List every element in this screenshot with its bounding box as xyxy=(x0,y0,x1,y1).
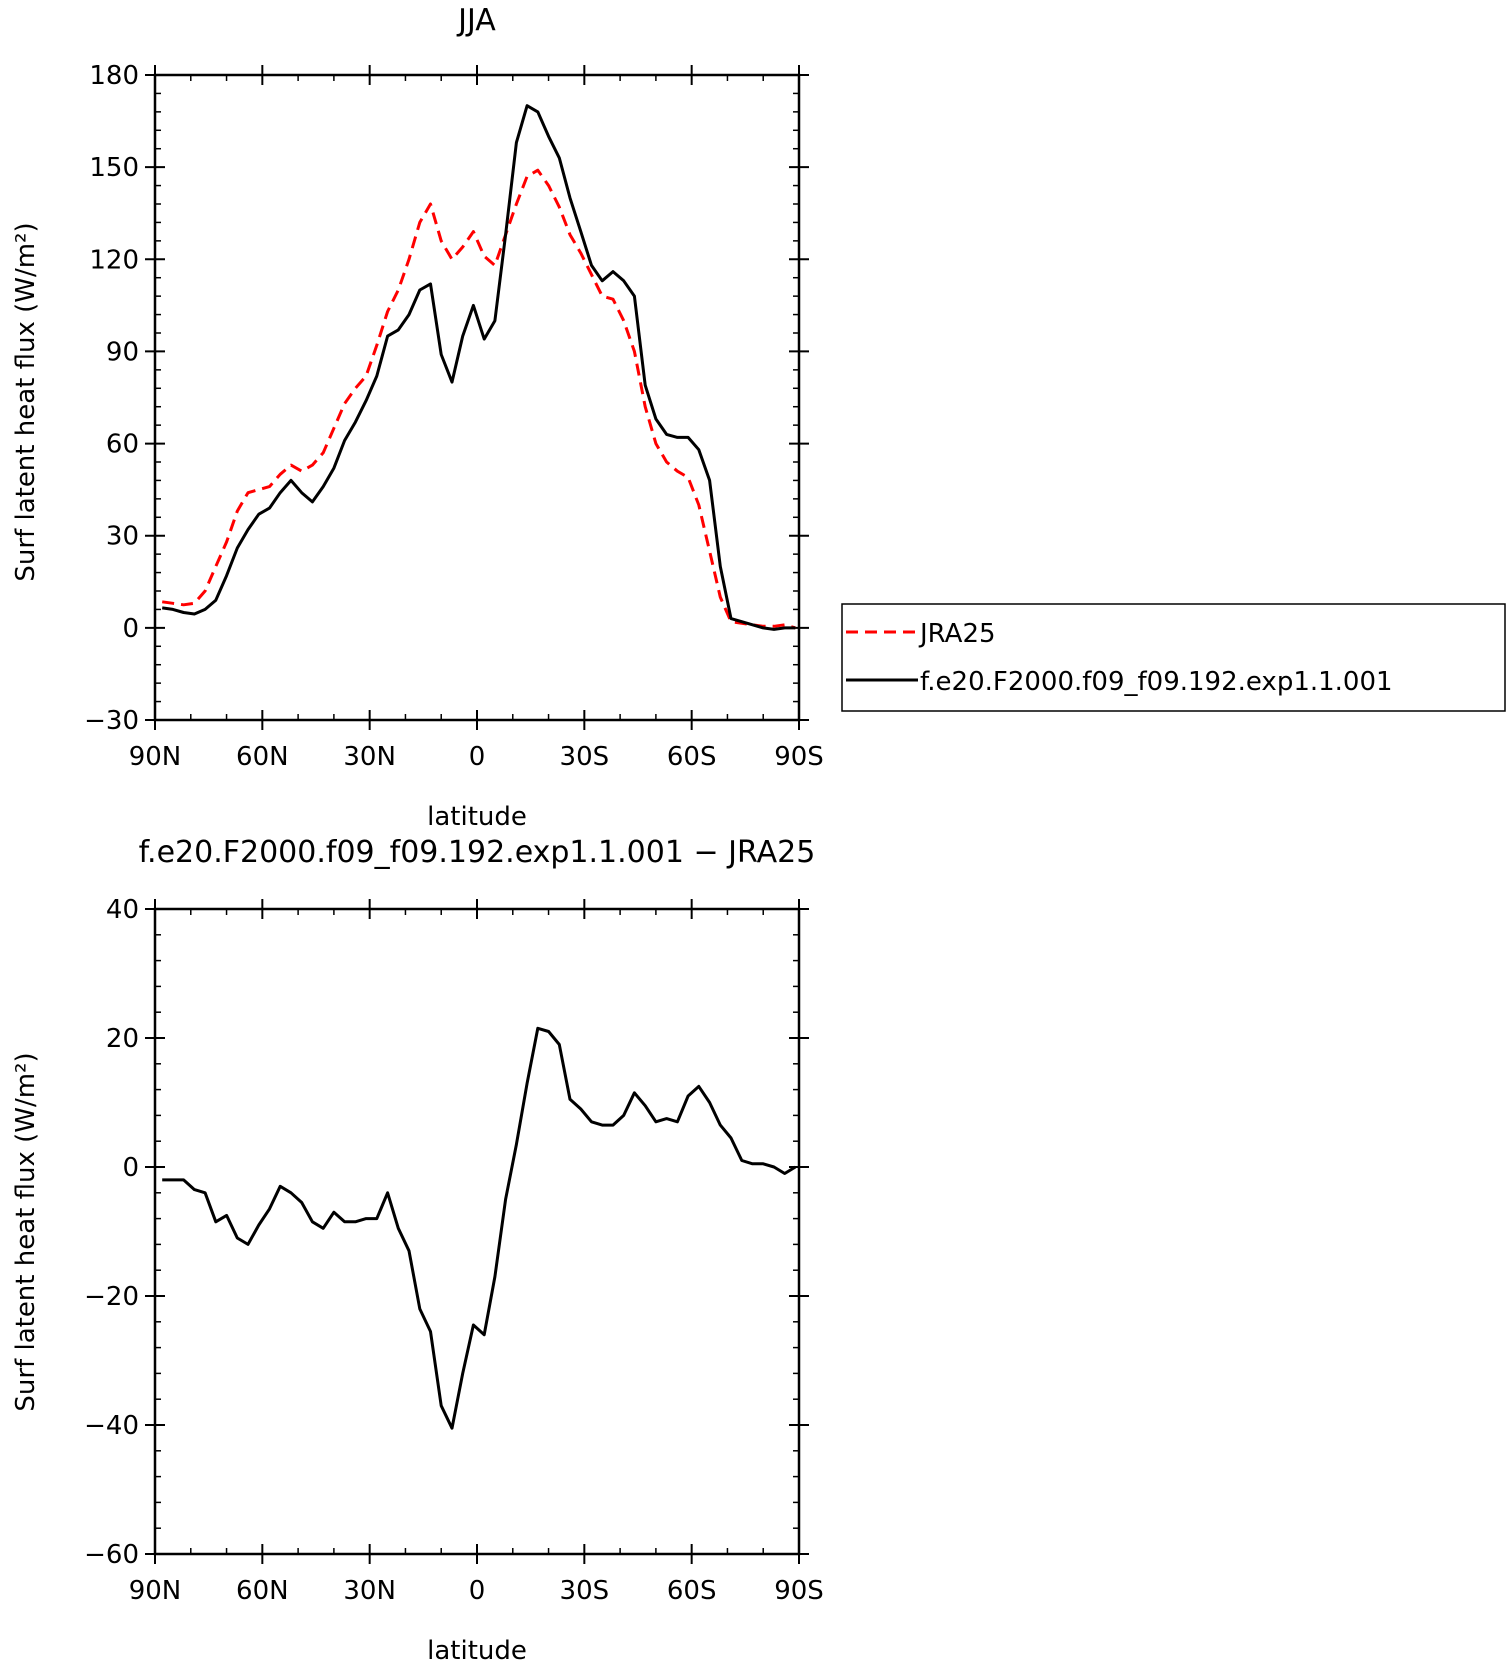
top-chart-y-tick-label: 60 xyxy=(106,430,139,460)
bottom-chart-y-tick-label: 40 xyxy=(106,895,139,925)
bottom-chart-x-tick-label: 0 xyxy=(469,1576,486,1606)
legend-box xyxy=(841,603,1506,712)
top-chart-x-tick-label: 60S xyxy=(667,742,717,772)
top-chart-series-line-f-e20-f2000-f09-f09-192-exp1-1-001 xyxy=(161,104,796,631)
top-chart-y-tick-label: 90 xyxy=(106,337,139,367)
top-chart-x-tick-label: 30N xyxy=(343,742,396,772)
bottom-chart-x-tick-label: 60S xyxy=(667,1576,717,1606)
bottom-chart-tick-marks xyxy=(145,899,809,1564)
top-chart-y-tick-label: 120 xyxy=(89,245,139,275)
bottom-chart-y-tick-label: −20 xyxy=(84,1282,139,1312)
bottom-chart-x-tick-label: 60N xyxy=(236,1576,289,1606)
bottom-chart-x-tick-label: 30S xyxy=(560,1576,610,1606)
top-chart-y-tick-labels: −30 0 30 60 90 120 150 180 xyxy=(84,61,139,736)
top-chart-y-tick-label: 30 xyxy=(106,522,139,552)
top-chart-y-axis-label: Surf latent heat flux (W/m²) xyxy=(11,222,41,581)
top-chart-y-tick-label: 0 xyxy=(122,614,139,644)
bottom-chart-y-tick-label: −60 xyxy=(84,1540,139,1570)
top-chart-x-tick-label: 90N xyxy=(129,742,182,772)
bottom-chart-series xyxy=(162,1026,797,1430)
legend: JRA25 f.e20.F2000.f09_f09.192.exp1.1.001 xyxy=(841,603,1506,712)
top-chart-y-tick-label: 180 xyxy=(89,61,139,91)
bottom-chart-x-tick-labels: 90N 60N 30N 0 30S 60S 90S xyxy=(129,1576,824,1606)
top-chart: JJA Surf latent heat flux (W/m²) latitud… xyxy=(11,3,824,832)
bottom-chart-y-axis-label: Surf latent heat flux (W/m²) xyxy=(11,1052,41,1411)
top-chart-title: JJA xyxy=(456,3,496,38)
top-chart-y-tick-label: 150 xyxy=(89,153,139,183)
bottom-chart-title: f.e20.F2000.f09_f09.192.exp1.1.001 − JRA… xyxy=(139,835,816,870)
bottom-chart: f.e20.F2000.f09_f09.192.exp1.1.001 − JRA… xyxy=(11,835,824,1665)
top-chart-y-tick-label: −30 xyxy=(84,706,139,736)
top-chart-series xyxy=(161,104,796,631)
bottom-chart-y-tick-labels: −60 −40 −20 0 20 40 xyxy=(84,895,139,1570)
top-chart-x-tick-label: 90S xyxy=(774,742,824,772)
top-chart-plot-frame xyxy=(153,73,801,722)
bottom-chart-y-tick-label: 20 xyxy=(106,1024,139,1054)
legend-label-jra25: JRA25 xyxy=(918,619,996,649)
top-chart-x-tick-label: 30S xyxy=(560,742,610,772)
legend-label-model: f.e20.F2000.f09_f09.192.exp1.1.001 xyxy=(920,667,1393,697)
bottom-chart-x-tick-label: 90N xyxy=(129,1576,182,1606)
top-chart-tick-marks xyxy=(145,65,809,730)
bottom-chart-x-axis-label: latitude xyxy=(427,1636,527,1665)
top-chart-series-line-jra25 xyxy=(161,168,796,630)
bottom-chart-y-tick-label: 0 xyxy=(122,1153,139,1183)
bottom-chart-series-line-difference xyxy=(162,1026,797,1430)
top-chart-x-tick-label: 0 xyxy=(469,742,486,772)
bottom-chart-x-tick-label: 30N xyxy=(343,1576,396,1606)
top-chart-x-axis-label: latitude xyxy=(427,802,527,832)
top-chart-x-tick-label: 60N xyxy=(236,742,289,772)
top-chart-x-tick-labels: 90N 60N 30N 0 30S 60S 90S xyxy=(129,742,824,772)
bottom-chart-x-tick-label: 90S xyxy=(774,1576,824,1606)
bottom-chart-y-tick-label: −40 xyxy=(84,1411,139,1441)
bottom-chart-plot-frame xyxy=(153,907,801,1556)
